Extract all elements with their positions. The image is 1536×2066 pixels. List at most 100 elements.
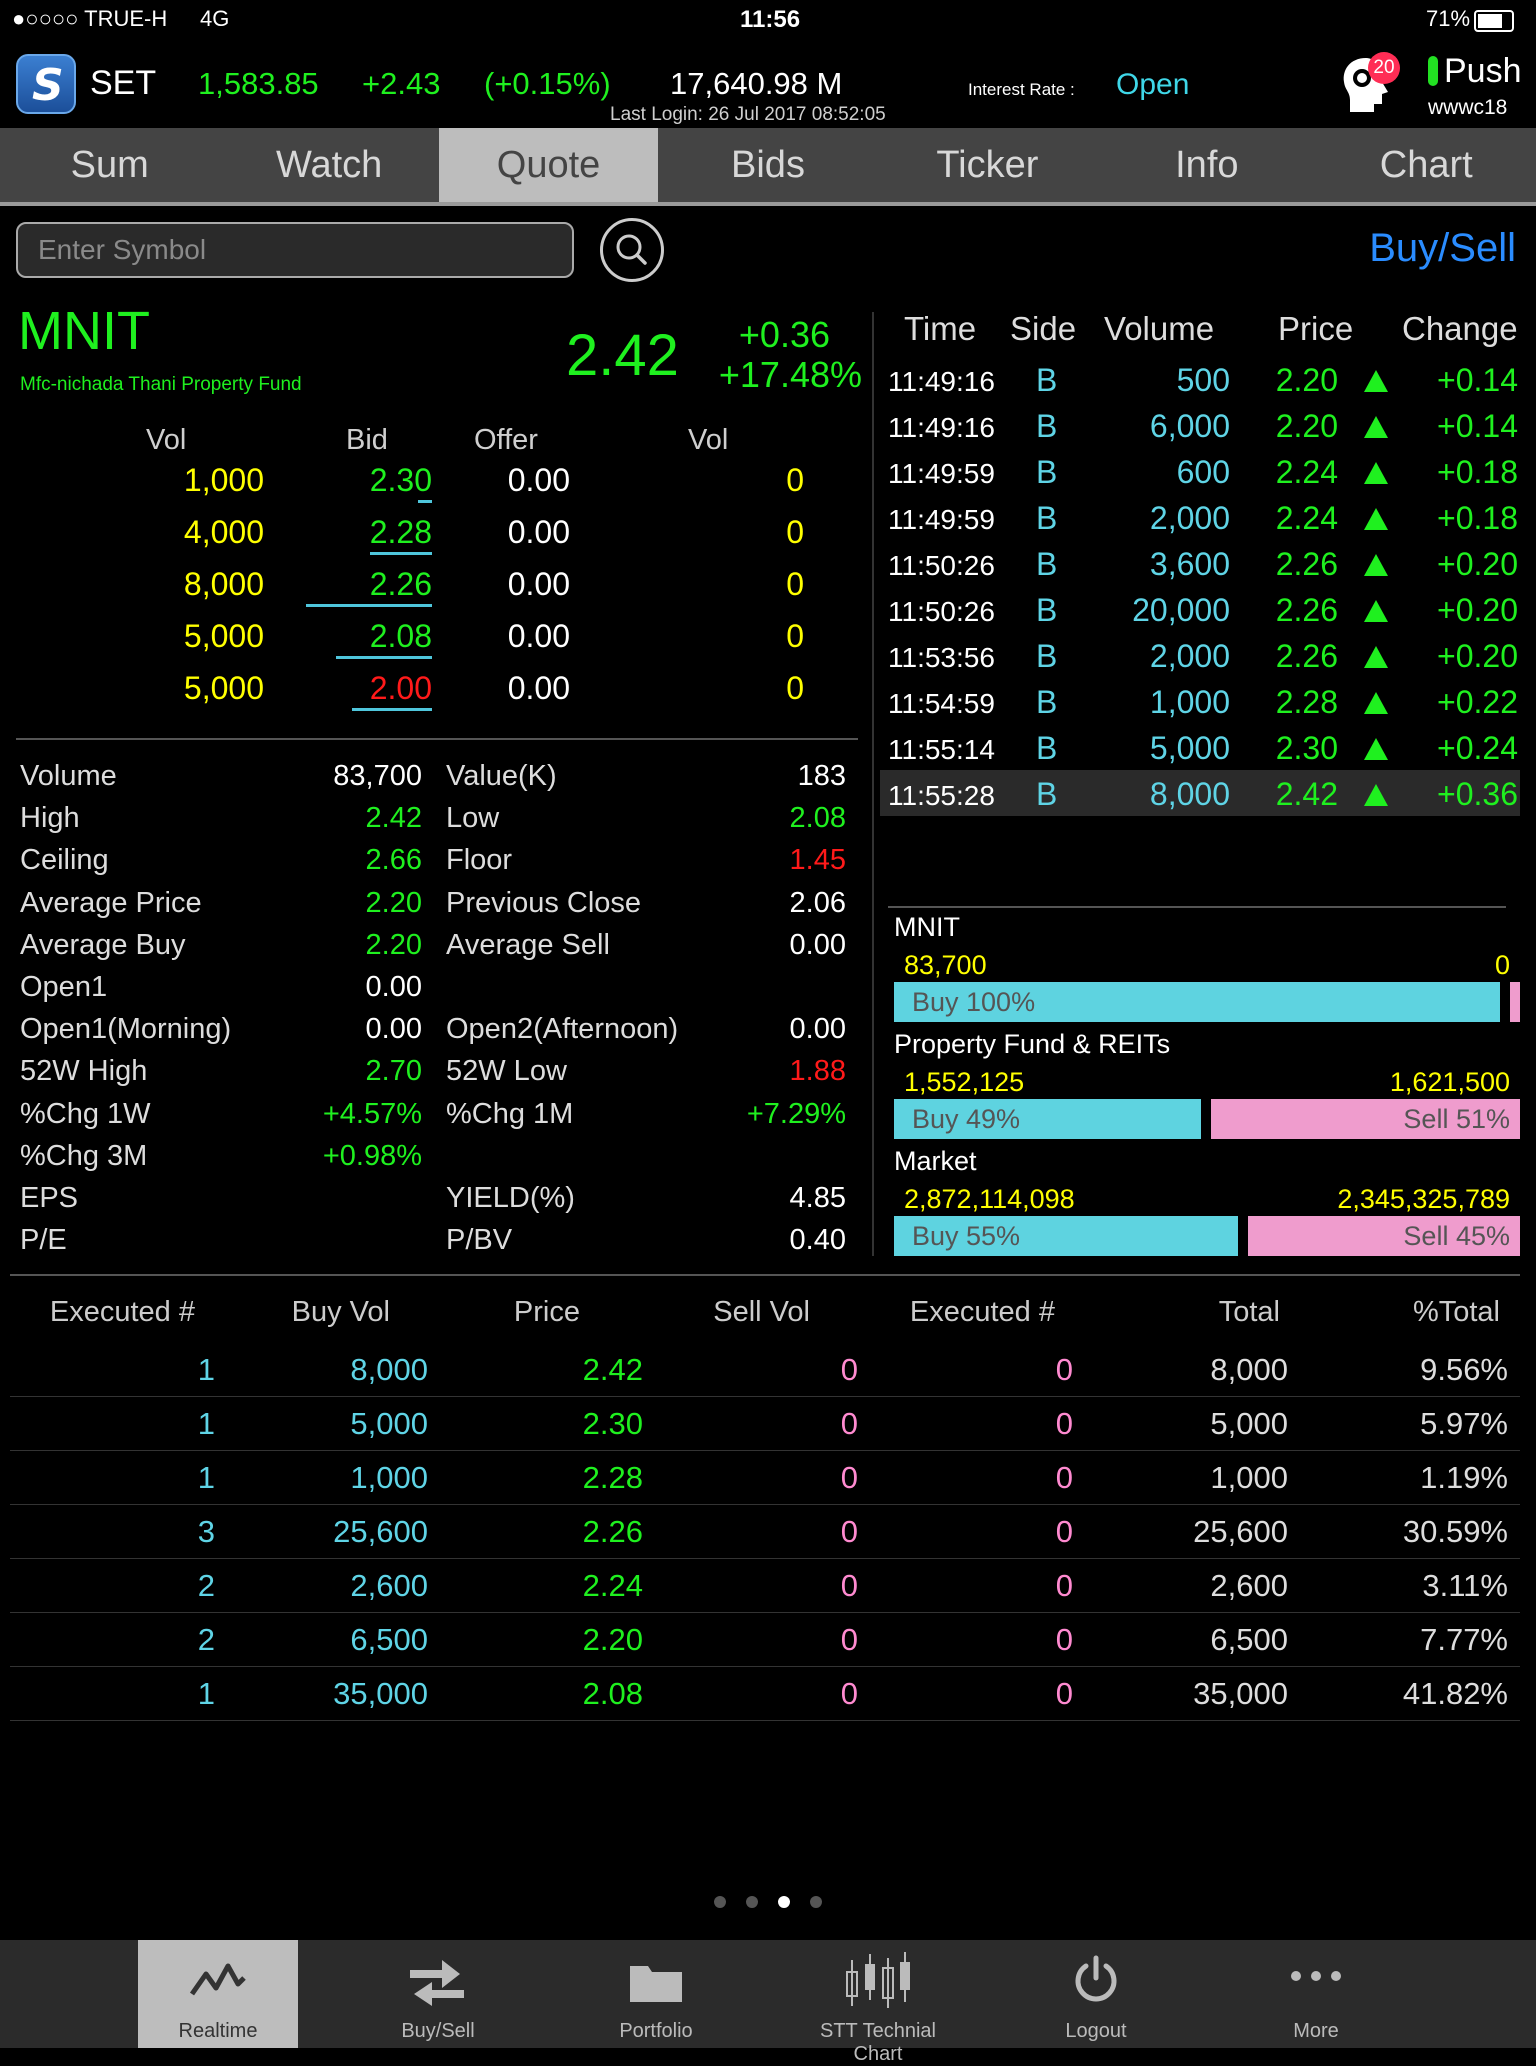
exec-price: 2.28: [582, 1460, 643, 1495]
bid-price[interactable]: 2.26: [369, 566, 432, 602]
tab-bids[interactable]: Bids: [731, 144, 805, 186]
tab-quote[interactable]: Quote: [438, 128, 659, 202]
buy-volume: 6,500: [350, 1622, 428, 1657]
tick-row[interactable]: 11:50:26 B 20,000 2.26 +0.20: [880, 586, 1520, 632]
battery-label: 71%: [1426, 6, 1471, 31]
offer-price[interactable]: 0.00: [507, 462, 570, 498]
stat-value: 0.00: [365, 1013, 422, 1046]
tick-time: 11:50:26: [888, 596, 995, 627]
exec-buy-count: 2: [197, 1622, 215, 1657]
buysell-arrows-icon: [410, 1960, 464, 2006]
page-dot[interactable]: [714, 1896, 726, 1908]
bo-header-vol: Vol: [146, 424, 187, 456]
nav-logout[interactable]: Logout: [1016, 1940, 1176, 2048]
stat-value: 2.20: [365, 928, 422, 961]
quote-price: 2.42: [566, 323, 679, 388]
bid-price[interactable]: 2.08: [369, 618, 432, 654]
quote-symbol: MNIT: [18, 301, 150, 361]
nav-buysell[interactable]: Buy/Sell: [358, 1940, 518, 2048]
buysell-link[interactable]: Buy/Sell: [1369, 226, 1516, 270]
tick-volume: 8,000: [1149, 776, 1230, 812]
stat-label: Volume: [20, 760, 117, 792]
notification-head-icon[interactable]: 20: [1336, 52, 1400, 116]
search-icon: [616, 234, 647, 265]
up-arrow-icon: [1364, 738, 1388, 760]
table-row[interactable]: 1 8,000 2.42 0 0 8,000 9.56%: [10, 1342, 1520, 1397]
offer-price[interactable]: 0.00: [507, 566, 570, 602]
offer-price[interactable]: 0.00: [507, 514, 570, 550]
buy-volume: 25,600: [333, 1514, 428, 1549]
ticks-header-change: Change: [1402, 310, 1518, 347]
up-arrow-icon: [1364, 462, 1388, 484]
bo-header-bid: Bid: [346, 424, 388, 456]
exec-pct-total: 30.59%: [1402, 1514, 1508, 1549]
page-dot[interactable]: [778, 1896, 790, 1908]
exec-buy-count: 1: [197, 1406, 215, 1441]
flow-sell-bar: Sell 51%: [1211, 1099, 1520, 1139]
stat-value: 0.00: [789, 1013, 846, 1046]
ex-header-sell-vol: Sell Vol: [713, 1296, 810, 1328]
page-dot[interactable]: [810, 1896, 822, 1908]
push-label[interactable]: Push: [1444, 52, 1522, 90]
offer-price[interactable]: 0.00: [507, 670, 570, 706]
tick-side: B: [1036, 454, 1058, 490]
nav-label: Logout: [1065, 2020, 1127, 2042]
stat-value: 0.40: [789, 1224, 846, 1257]
table-row[interactable]: 2 6,500 2.20 0 0 6,500 7.77%: [10, 1612, 1520, 1667]
exec-total: 25,600: [1193, 1514, 1288, 1549]
tick-row[interactable]: 11:55:28 B 8,000 2.42 +0.36: [880, 770, 1520, 816]
exec-total: 6,500: [1210, 1622, 1288, 1657]
exec-total: 2,600: [1210, 1568, 1288, 1603]
nav-portfolio[interactable]: Portfolio: [576, 1940, 736, 2048]
stat-label: %Chg 3M: [20, 1139, 148, 1172]
table-row[interactable]: 3 25,600 2.26 0 0 25,600 30.59%: [10, 1504, 1520, 1559]
search-button[interactable]: [600, 218, 664, 282]
tab-watch[interactable]: Watch: [275, 144, 383, 186]
tick-row[interactable]: 11:54:59 B 1,000 2.28 +0.22: [880, 678, 1520, 724]
tick-price: 2.30: [1275, 730, 1338, 766]
bid-offer-row: 1,000 2.30 0.00 0: [0, 454, 870, 506]
stat-label: Previous Close: [446, 886, 642, 919]
table-row[interactable]: 1 35,000 2.08 0 0 35,000 41.82%: [10, 1666, 1520, 1721]
tick-row[interactable]: 11:53:56 B 2,000 2.26 +0.20: [880, 632, 1520, 678]
nav-realtime[interactable]: Realtime: [138, 1940, 298, 2048]
flow-buy-bar: Buy 55%: [894, 1216, 1238, 1256]
offer-price[interactable]: 0.00: [507, 618, 570, 654]
ex-header-price: Price: [513, 1296, 580, 1328]
tab-chart[interactable]: Chart: [1379, 144, 1473, 186]
bid-price[interactable]: 2.28: [369, 514, 432, 550]
table-row[interactable]: 1 1,000 2.28 0 0 1,000 1.19%: [10, 1450, 1520, 1505]
tick-row[interactable]: 11:49:59 B 2,000 2.24 +0.18: [880, 494, 1520, 540]
tick-row[interactable]: 11:49:16 B 6,000 2.20 +0.14: [880, 402, 1520, 448]
bo-header-vol-offer: Vol: [688, 424, 729, 456]
tick-price: 2.24: [1275, 454, 1338, 490]
tick-row[interactable]: 11:49:16 B 500 2.20 +0.14: [880, 356, 1520, 402]
tab-ticker[interactable]: Ticker: [936, 144, 1039, 186]
stat-value: 1.88: [789, 1055, 846, 1088]
tab-sum[interactable]: Sum: [70, 144, 149, 186]
bid-offer-row: 5,000 2.08 0.00 0: [0, 610, 870, 662]
up-arrow-icon: [1364, 692, 1388, 714]
table-row[interactable]: 1 5,000 2.30 0 0 5,000 5.97%: [10, 1396, 1520, 1451]
app-logo-icon[interactable]: S: [16, 54, 76, 114]
index-name: SET: [90, 64, 157, 102]
page-dot[interactable]: [746, 1896, 758, 1908]
tab-info[interactable]: Info: [1175, 144, 1239, 186]
tick-row[interactable]: 11:49:59 B 600 2.24 +0.18: [880, 448, 1520, 494]
tick-row[interactable]: 11:55:14 B 5,000 2.30 +0.24: [880, 724, 1520, 770]
table-row[interactable]: 2 2,600 2.24 0 0 2,600 3.11%: [10, 1558, 1520, 1613]
index-value: 1,583.85: [198, 66, 319, 101]
tick-time: 11:55:28: [888, 780, 995, 811]
nav-technical-chart[interactable]: STT Technial Chart: [798, 1940, 958, 2065]
stat-value: 83,700: [333, 760, 422, 792]
quote-pct: +17.48%: [718, 354, 862, 395]
tick-row[interactable]: 11:50:26 B 3,600 2.26 +0.20: [880, 540, 1520, 586]
bid-offer-table: Vol Bid Offer Vol 1,000 2.30 0.00 0 4,000 2.2…: [0, 420, 870, 720]
tick-volume: 3,600: [1149, 546, 1230, 582]
bid-volume-bar: [352, 708, 432, 711]
stat-value: 0.00: [365, 971, 422, 1003]
bid-price[interactable]: 2.00: [369, 670, 432, 706]
nav-more[interactable]: More: [1236, 1940, 1396, 2048]
symbol-input[interactable]: [36, 224, 560, 276]
bid-price[interactable]: 2.30: [369, 462, 432, 498]
